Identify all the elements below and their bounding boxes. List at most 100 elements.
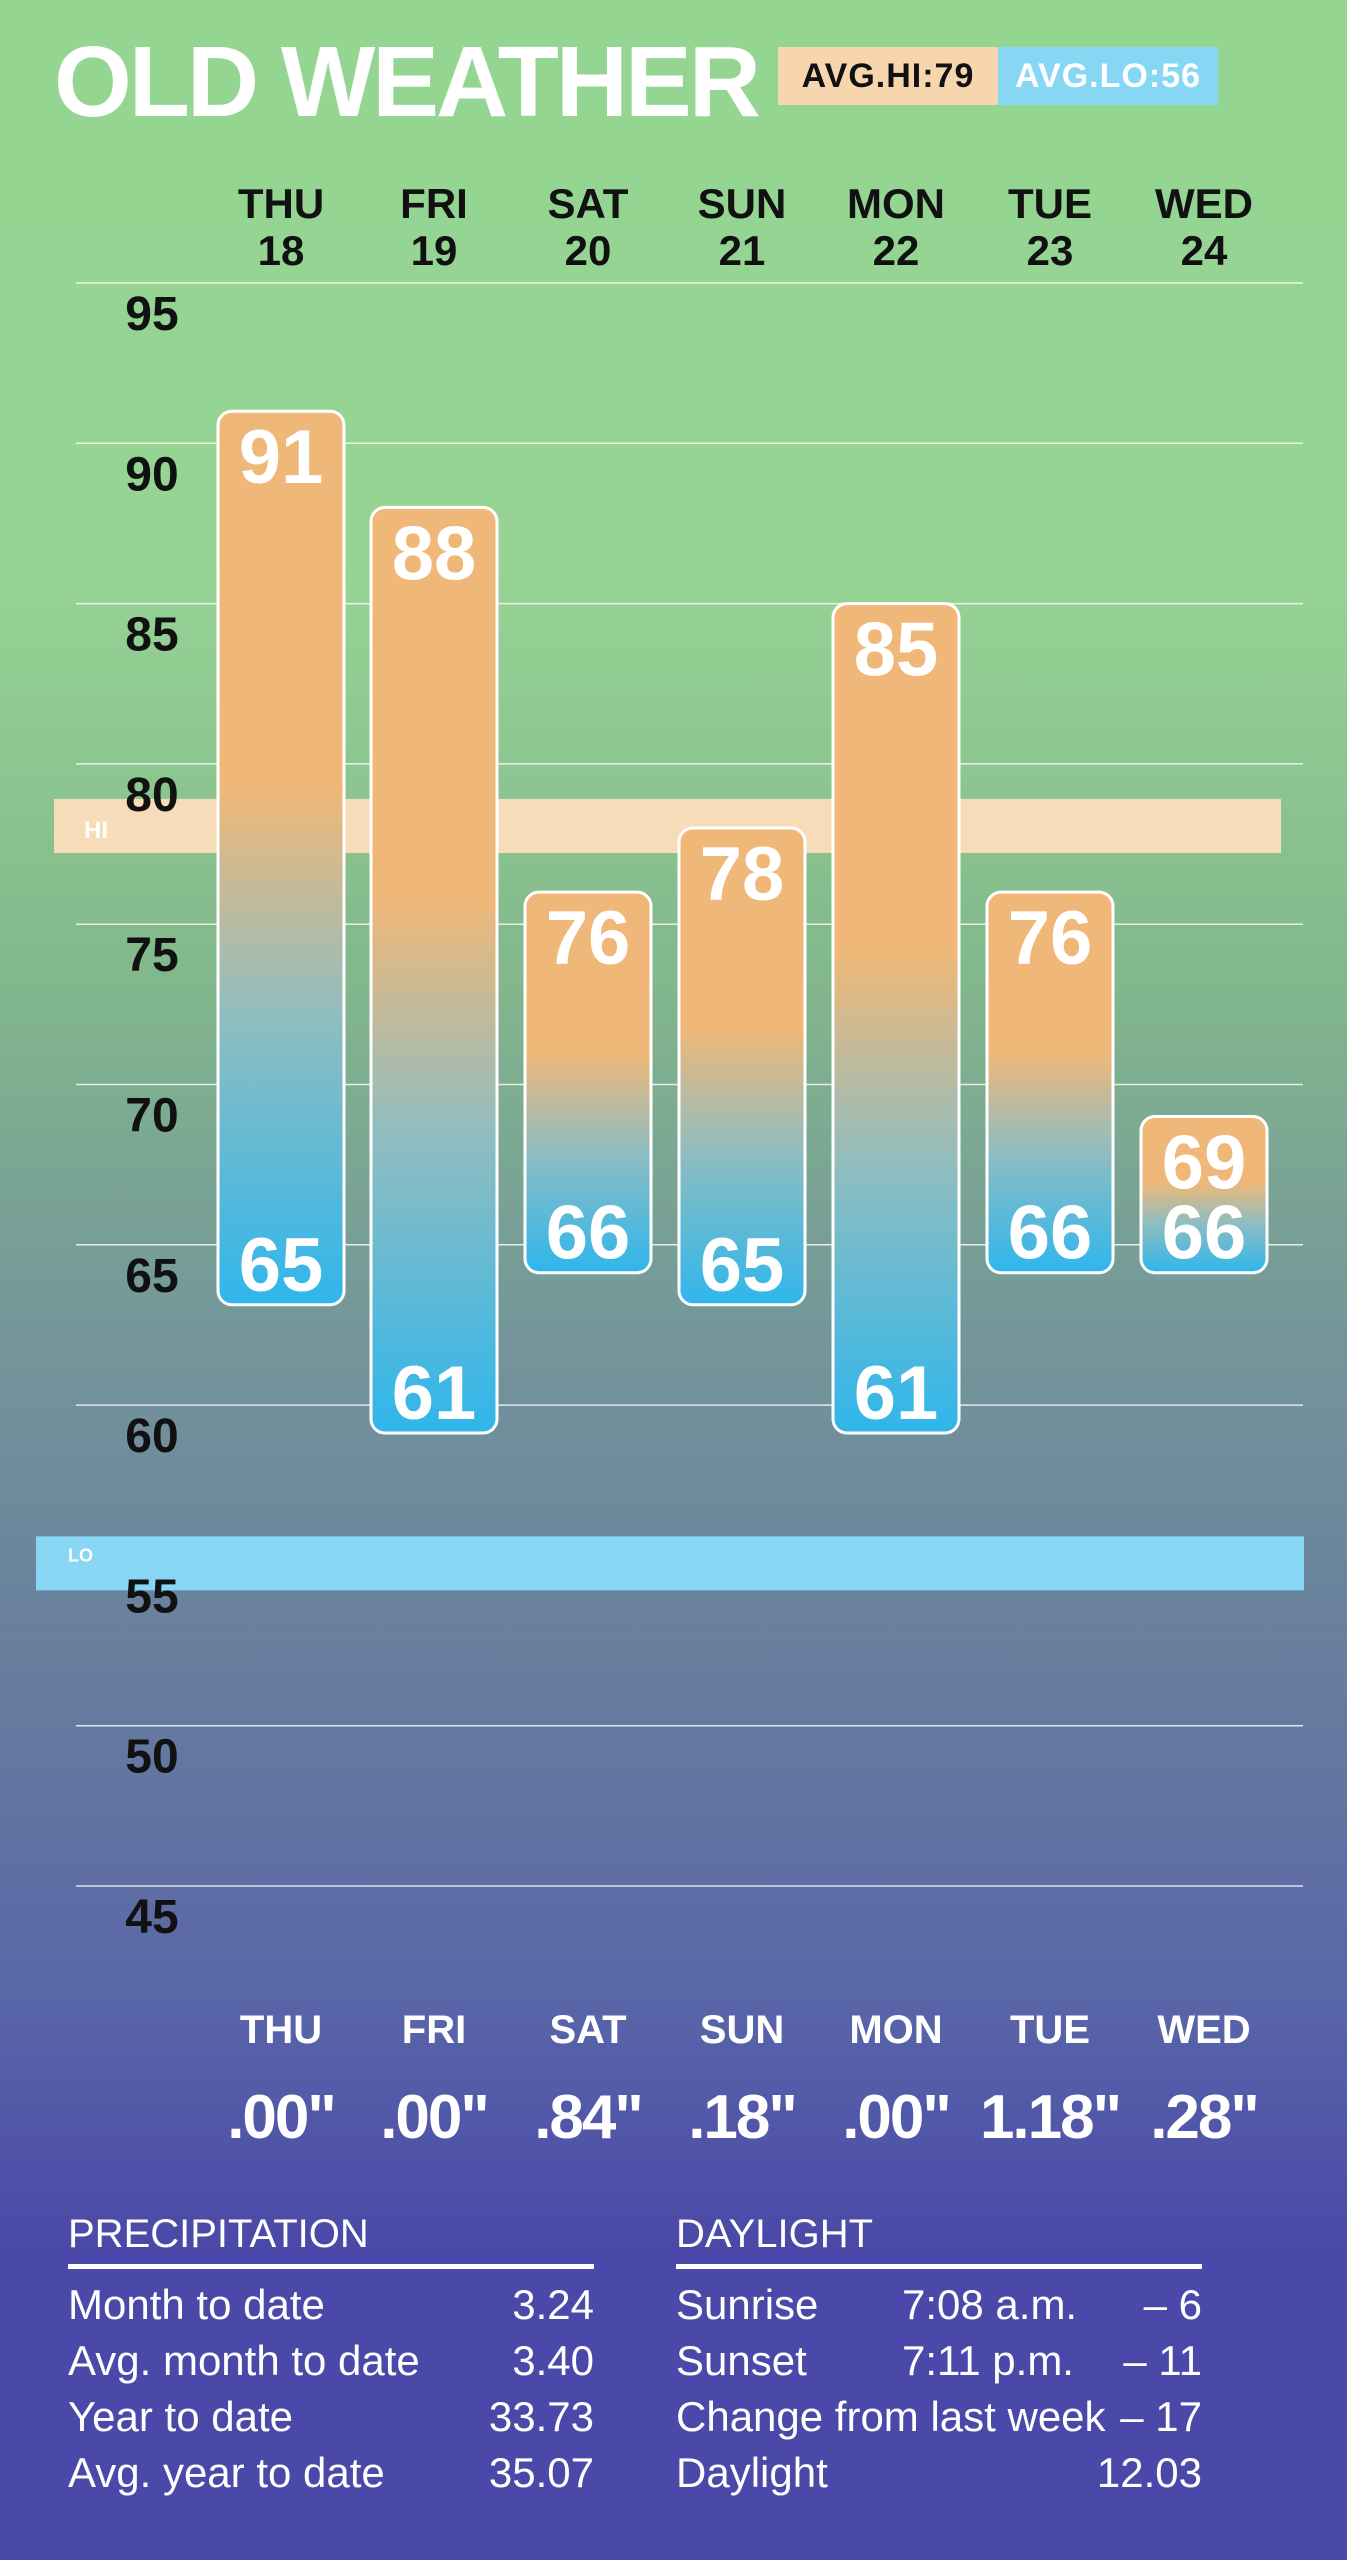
temp-bar	[216, 409, 346, 1307]
day-name: WED	[1155, 180, 1253, 227]
temp-bar-group: 88 61	[369, 505, 499, 1436]
low-temp-label: 65	[239, 1223, 324, 1308]
daylight-row: Sunset 7:11 p.m. – 11	[676, 2333, 1202, 2389]
avg-low-band	[36, 1536, 1304, 1591]
precipitation-row: Month to date 3.24	[68, 2277, 594, 2333]
precip-day-label: MON	[849, 2008, 943, 2052]
daylight-row-value: – 17	[1120, 2393, 1202, 2440]
high-temp-label: 76	[546, 896, 631, 981]
daylight-row-time: 7:08 a.m.	[902, 2281, 1078, 2328]
daylight-row-time: 7:11 p.m.	[902, 2337, 1074, 2384]
low-temp-label: 65	[700, 1223, 785, 1308]
precip-day-label: SAT	[549, 2008, 627, 2052]
y-tick-label: 90	[125, 448, 178, 501]
daylight-row: Change from last week – 17	[676, 2389, 1202, 2445]
day-date: 19	[411, 227, 458, 274]
day-name: FRI	[400, 180, 468, 227]
low-temp-label: 61	[854, 1351, 939, 1436]
precip-day-amount: 1.18"	[979, 2083, 1122, 2152]
precip-day-amount: .00"	[227, 2083, 337, 2152]
temp-bar	[1139, 1115, 1269, 1275]
precipitation-row-label: Avg. year to date	[68, 2449, 385, 2496]
y-axis-ticks: 95 90 85 80 75 70 65 60 55 50 45	[125, 288, 178, 1944]
precip-day-label: THU	[239, 2008, 323, 2052]
daylight-row-label: Sunset	[676, 2337, 807, 2384]
day-date: 22	[873, 227, 920, 274]
y-tick-label: 50	[125, 1731, 178, 1784]
high-temp-label: 78	[700, 832, 785, 917]
avg-high-badge: AVG.HI:79	[778, 47, 998, 105]
precip-day-label: TUE	[1010, 2008, 1090, 2052]
precip-day-amount: .18"	[688, 2083, 798, 2152]
day-date: 18	[258, 227, 305, 274]
day-date: 20	[565, 227, 612, 274]
precipitation-panel: PRECIPITATION Month to date 3.24 Avg. mont…	[68, 2208, 594, 2501]
daylight-row-label: Daylight	[676, 2449, 828, 2496]
day-date: 21	[719, 227, 766, 274]
day-date: 23	[1027, 227, 1074, 274]
y-tick-label: 85	[125, 609, 178, 662]
day-name: THU	[238, 180, 324, 227]
precip-day-label: FRI	[401, 2008, 467, 2052]
temp-bar	[369, 505, 499, 1435]
temp-bar	[677, 826, 807, 1307]
temp-bar-group: 76 66	[523, 890, 653, 1276]
high-temp-label: 88	[392, 511, 477, 596]
precip-day-label: WED	[1157, 2008, 1251, 2052]
y-tick-label: 80	[125, 769, 178, 822]
temp-bar-group: 78 65	[677, 826, 807, 1308]
high-temp-label: 91	[239, 415, 324, 500]
low-temp-label: 61	[392, 1351, 477, 1436]
daylight-panel: DAYLIGHT Sunrise 7:08 a.m. – 6 Sunset 7:11 p…	[676, 2208, 1202, 2501]
temp-bar-group: 91 65	[216, 409, 346, 1308]
precipitation-row: Avg. month to date 3.40	[68, 2333, 594, 2389]
day-name: TUE	[1008, 180, 1092, 227]
temp-bar	[523, 890, 653, 1275]
precipitation-row-value: 3.40	[512, 2337, 594, 2384]
precipitation-row-label: Year to date	[68, 2393, 293, 2440]
precip-day-label: SUN	[699, 2008, 785, 2052]
precipitation-row-value: 33.73	[488, 2393, 594, 2440]
daylight-heading: DAYLIGHT	[676, 2208, 1202, 2269]
daylight-row-value: – 11	[1123, 2337, 1202, 2384]
precipitation-rows: Month to date 3.24 Avg. month to date 3.40 Y…	[68, 2277, 594, 2501]
precipitation-row-label: Month to date	[68, 2281, 325, 2328]
temp-bar-group: 76 66	[985, 890, 1115, 1276]
precip-day-amount: .84"	[534, 2083, 644, 2152]
temp-bar-group: 85 61	[831, 602, 961, 1436]
precipitation-row: Avg. year to date 35.07	[68, 2445, 594, 2501]
day-name: SAT	[548, 180, 629, 227]
daylight-row-value: – 6	[1143, 2281, 1202, 2328]
precipitation-row-label: Avg. month to date	[68, 2337, 420, 2384]
temp-bar	[831, 602, 961, 1435]
y-tick-label: 95	[125, 288, 178, 341]
day-name: MON	[847, 180, 945, 227]
y-tick-label: 65	[125, 1250, 178, 1303]
daylight-row-label: Sunrise	[676, 2281, 819, 2328]
high-temp-label: 76	[1008, 896, 1093, 981]
y-tick-label: 60	[125, 1410, 178, 1463]
page-title: OLD WEATHER	[54, 26, 761, 138]
y-tick-label: 75	[125, 929, 178, 982]
precipitation-row-value: 3.24	[512, 2281, 594, 2328]
daylight-row-label: Change from last week	[676, 2393, 1106, 2440]
avg-high-band-label: HI	[84, 817, 108, 844]
low-temp-label: 66	[546, 1191, 631, 1276]
daylight-row: Daylight 12.03	[676, 2445, 1202, 2501]
daylight-rows: Sunrise 7:08 a.m. – 6 Sunset 7:11 p.m. – 11 Ch…	[676, 2277, 1202, 2501]
y-tick-label: 45	[125, 1891, 178, 1944]
avg-low-band-label: LO	[68, 1545, 93, 1565]
temp-bar	[985, 890, 1115, 1275]
daylight-row: Sunrise 7:08 a.m. – 6	[676, 2277, 1202, 2333]
low-temp-label: 66	[1162, 1191, 1247, 1276]
avg-low-badge: AVG.LO:56	[998, 47, 1218, 105]
precip-day-amount: .00"	[842, 2083, 952, 2152]
daylight-row-value: 12.03	[1096, 2449, 1202, 2496]
precip-day-amount: .00"	[380, 2083, 490, 2152]
day-name: SUN	[698, 180, 787, 227]
